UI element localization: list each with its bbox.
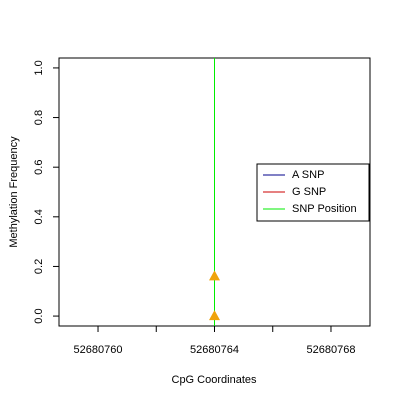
data-point — [209, 310, 220, 321]
x-tick-label: 52680764 — [190, 344, 239, 356]
y-tick-label: 0.0 — [33, 308, 45, 323]
y-tick-label: 1.0 — [33, 60, 45, 75]
legend-label: SNP Position — [292, 203, 357, 215]
y-tick-label: 0.2 — [33, 259, 45, 274]
y-tick-label: 0.8 — [33, 110, 45, 125]
y-axis-label: Methylation Frequency — [8, 136, 20, 248]
legend-label: A SNP — [292, 169, 324, 181]
x-tick-label: 52680760 — [74, 344, 123, 356]
y-tick-label: 0.6 — [33, 160, 45, 175]
x-tick-label: 52680768 — [307, 344, 356, 356]
y-tick-label: 0.4 — [33, 209, 45, 224]
data-point — [209, 270, 220, 281]
legend-label: G SNP — [292, 186, 326, 198]
x-axis-label: CpG Coordinates — [172, 374, 257, 386]
